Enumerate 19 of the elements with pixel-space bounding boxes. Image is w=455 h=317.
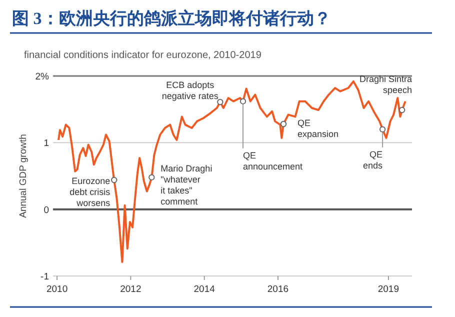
y-axis-title: Annual GDP growth — [18, 134, 29, 218]
annotation: ECB adopts negative rates — [162, 80, 219, 101]
chart-title: 图 3：欧洲央行的鸽派立场即将付诸行动？ — [12, 9, 331, 28]
x-tick-label: 2014 — [194, 284, 215, 295]
y-tick-label: 1 — [44, 138, 49, 150]
annotation: Eurozone debt crisis worsens — [70, 176, 111, 208]
x-tick-label: 2019 — [378, 284, 400, 295]
annotation: QE ends — [363, 149, 384, 170]
annotation: QE expansion — [297, 118, 339, 139]
annotation: Draghi Sintra speech — [360, 74, 412, 95]
y-tick-label: 0 — [44, 204, 49, 216]
annotation: Mario Draghi "whatever it takes" comment — [160, 163, 212, 206]
y-tick-label: 2% — [35, 72, 50, 82]
x-tick-label: 2010 — [46, 284, 68, 295]
y-tick-label: -1 — [40, 272, 49, 282]
chart-subtitle: financial conditions indicator for eurozone, 2010-2019 — [24, 50, 262, 61]
annotation: QE announcement — [242, 150, 304, 172]
x-tick-label: 2016 — [267, 284, 289, 295]
x-tick-label: 2012 — [120, 284, 142, 295]
